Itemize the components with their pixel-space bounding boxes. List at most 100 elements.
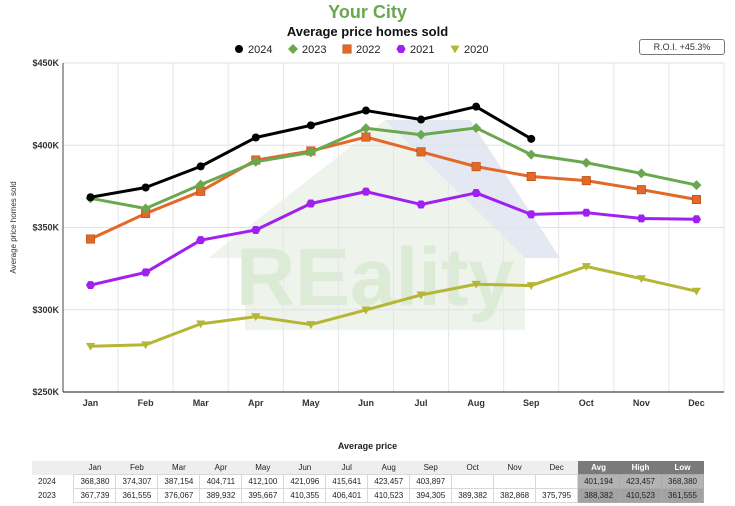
table-header-cell: Feb: [115, 461, 158, 475]
point-marker: [251, 133, 260, 142]
table-cell: 403,897: [409, 474, 453, 489]
point-marker: [196, 162, 205, 171]
point-marker: [636, 185, 646, 195]
table-header-cell: Avg: [577, 461, 620, 475]
point-marker: [581, 176, 591, 186]
point-marker: [581, 263, 591, 271]
table-header-cell: Dec: [535, 461, 578, 475]
point-marker: [251, 313, 261, 322]
table-cell: 412,100: [241, 474, 285, 489]
table-header-cell: Sep: [409, 461, 452, 475]
table-cell: 394,305: [409, 488, 453, 503]
legend-label: 2021: [410, 44, 434, 56]
legend-item-2021[interactable]: 2021: [396, 44, 434, 56]
point-marker: [196, 320, 206, 329]
point-marker: [526, 172, 536, 182]
x-tick-label: Jun: [358, 398, 374, 408]
table-cell: 375,795: [535, 488, 579, 503]
watermark: REality: [208, 120, 560, 330]
point-marker: [526, 282, 536, 290]
legend[interactable]: 2024 2023 2022 2021 2020: [235, 44, 488, 56]
line-chart: REality $250K $300K $350K $400K $450K Jan Feb M…: [9, 44, 725, 408]
table-cell: 367,739: [73, 488, 117, 503]
table-cell: 387,154: [157, 474, 201, 489]
point-marker: [141, 183, 150, 192]
legend-item-2023[interactable]: 2023: [288, 44, 326, 56]
point-marker: [471, 280, 481, 289]
series-line-2021: [89, 190, 698, 287]
point-marker: [636, 168, 647, 179]
legend-label: 2022: [356, 44, 380, 56]
table-header-cell: High: [619, 461, 662, 475]
x-tick-label: Jul: [415, 398, 428, 408]
table-cell: 404,711: [199, 474, 243, 489]
point-marker: [306, 121, 315, 130]
point-marker: [140, 203, 151, 214]
point-marker: [526, 210, 536, 219]
point-marker: [306, 199, 316, 208]
series-line-2023: [89, 126, 698, 210]
point-marker: [691, 195, 701, 205]
point-marker: [342, 44, 352, 54]
point-marker: [526, 149, 537, 160]
table-cell: 361,555: [115, 488, 159, 503]
legend-label: 2020: [464, 44, 488, 56]
legend-item-2022[interactable]: 2022: [342, 44, 381, 56]
point-marker: [141, 341, 151, 350]
legend-label: 2023: [302, 44, 326, 56]
chart-subtitle: Average price homes sold: [286, 24, 449, 39]
table-cell: 423,457: [619, 474, 663, 489]
x-tick-label: Feb: [138, 398, 155, 408]
point-marker: [288, 44, 298, 54]
point-marker: [527, 134, 536, 143]
table-cell: 388,382: [577, 488, 621, 503]
table-header-cell: Apr: [199, 461, 242, 475]
y-axis-label: Average price homes sold: [9, 181, 18, 273]
point-marker: [636, 214, 646, 223]
series-line-2020: [89, 264, 698, 348]
table-cell: 401,194: [577, 474, 621, 489]
point-marker: [141, 268, 151, 277]
point-marker: [196, 236, 206, 245]
point-marker: [471, 162, 481, 172]
table-row-year: 2023: [38, 491, 56, 500]
legend-item-2020[interactable]: 2020: [450, 44, 488, 56]
table-cell: 395,667: [241, 488, 285, 503]
table-row-year: 2024: [38, 477, 56, 486]
table-cell: 374,307: [115, 474, 159, 489]
chart-title: Your City: [328, 2, 407, 22]
axes: $250K $300K $350K $400K $450K Jan Feb Mar Apr May…: [32, 58, 724, 408]
table-header-cell: Oct: [451, 461, 494, 475]
y-tick-label: $400K: [32, 140, 59, 150]
table-body: 2024 368,380 374,307 387,154 404,711 412,100 4…: [32, 474, 704, 503]
point-marker: [250, 156, 261, 167]
point-marker: [305, 147, 316, 158]
table-cell: 406,401: [325, 488, 369, 503]
point-marker: [360, 123, 371, 134]
table-cell: 421,096: [283, 474, 327, 489]
grid: [62, 62, 725, 393]
legend-item-2024[interactable]: 2024: [235, 44, 272, 56]
table-cell: 423,457: [367, 474, 411, 489]
table-cell: 382,868: [493, 488, 537, 503]
table-header-row: Jan Feb Mar Apr May Jun Jul Aug Sep Oct Nov Dec Avg H…: [32, 461, 704, 475]
y-axis-label-group: Average price homes sold: [9, 181, 18, 273]
table-header-cell: Jan: [73, 461, 116, 475]
point-marker: [306, 321, 316, 329]
point-marker: [361, 187, 371, 196]
x-tick-label: May: [302, 398, 320, 408]
point-marker: [450, 45, 460, 54]
table-header-cell: Nov: [493, 461, 536, 475]
point-marker: [416, 291, 426, 300]
table-cell: 368,380: [73, 474, 117, 489]
price-table: Jan Feb Mar Apr May Jun Jul Aug Sep Oct Nov Dec Avg H…: [32, 461, 704, 503]
table-row: 2024 368,380 374,307 387,154 404,711 412,100 4…: [32, 474, 704, 489]
point-marker: [361, 306, 371, 315]
point-marker: [86, 234, 96, 244]
table-header-cell: Jun: [283, 461, 326, 475]
point-marker: [416, 147, 426, 157]
table-header-corner: [32, 461, 74, 475]
table-header-cell: Mar: [157, 461, 200, 475]
table-header-cell: Jul: [325, 461, 368, 475]
point-marker: [581, 208, 591, 217]
